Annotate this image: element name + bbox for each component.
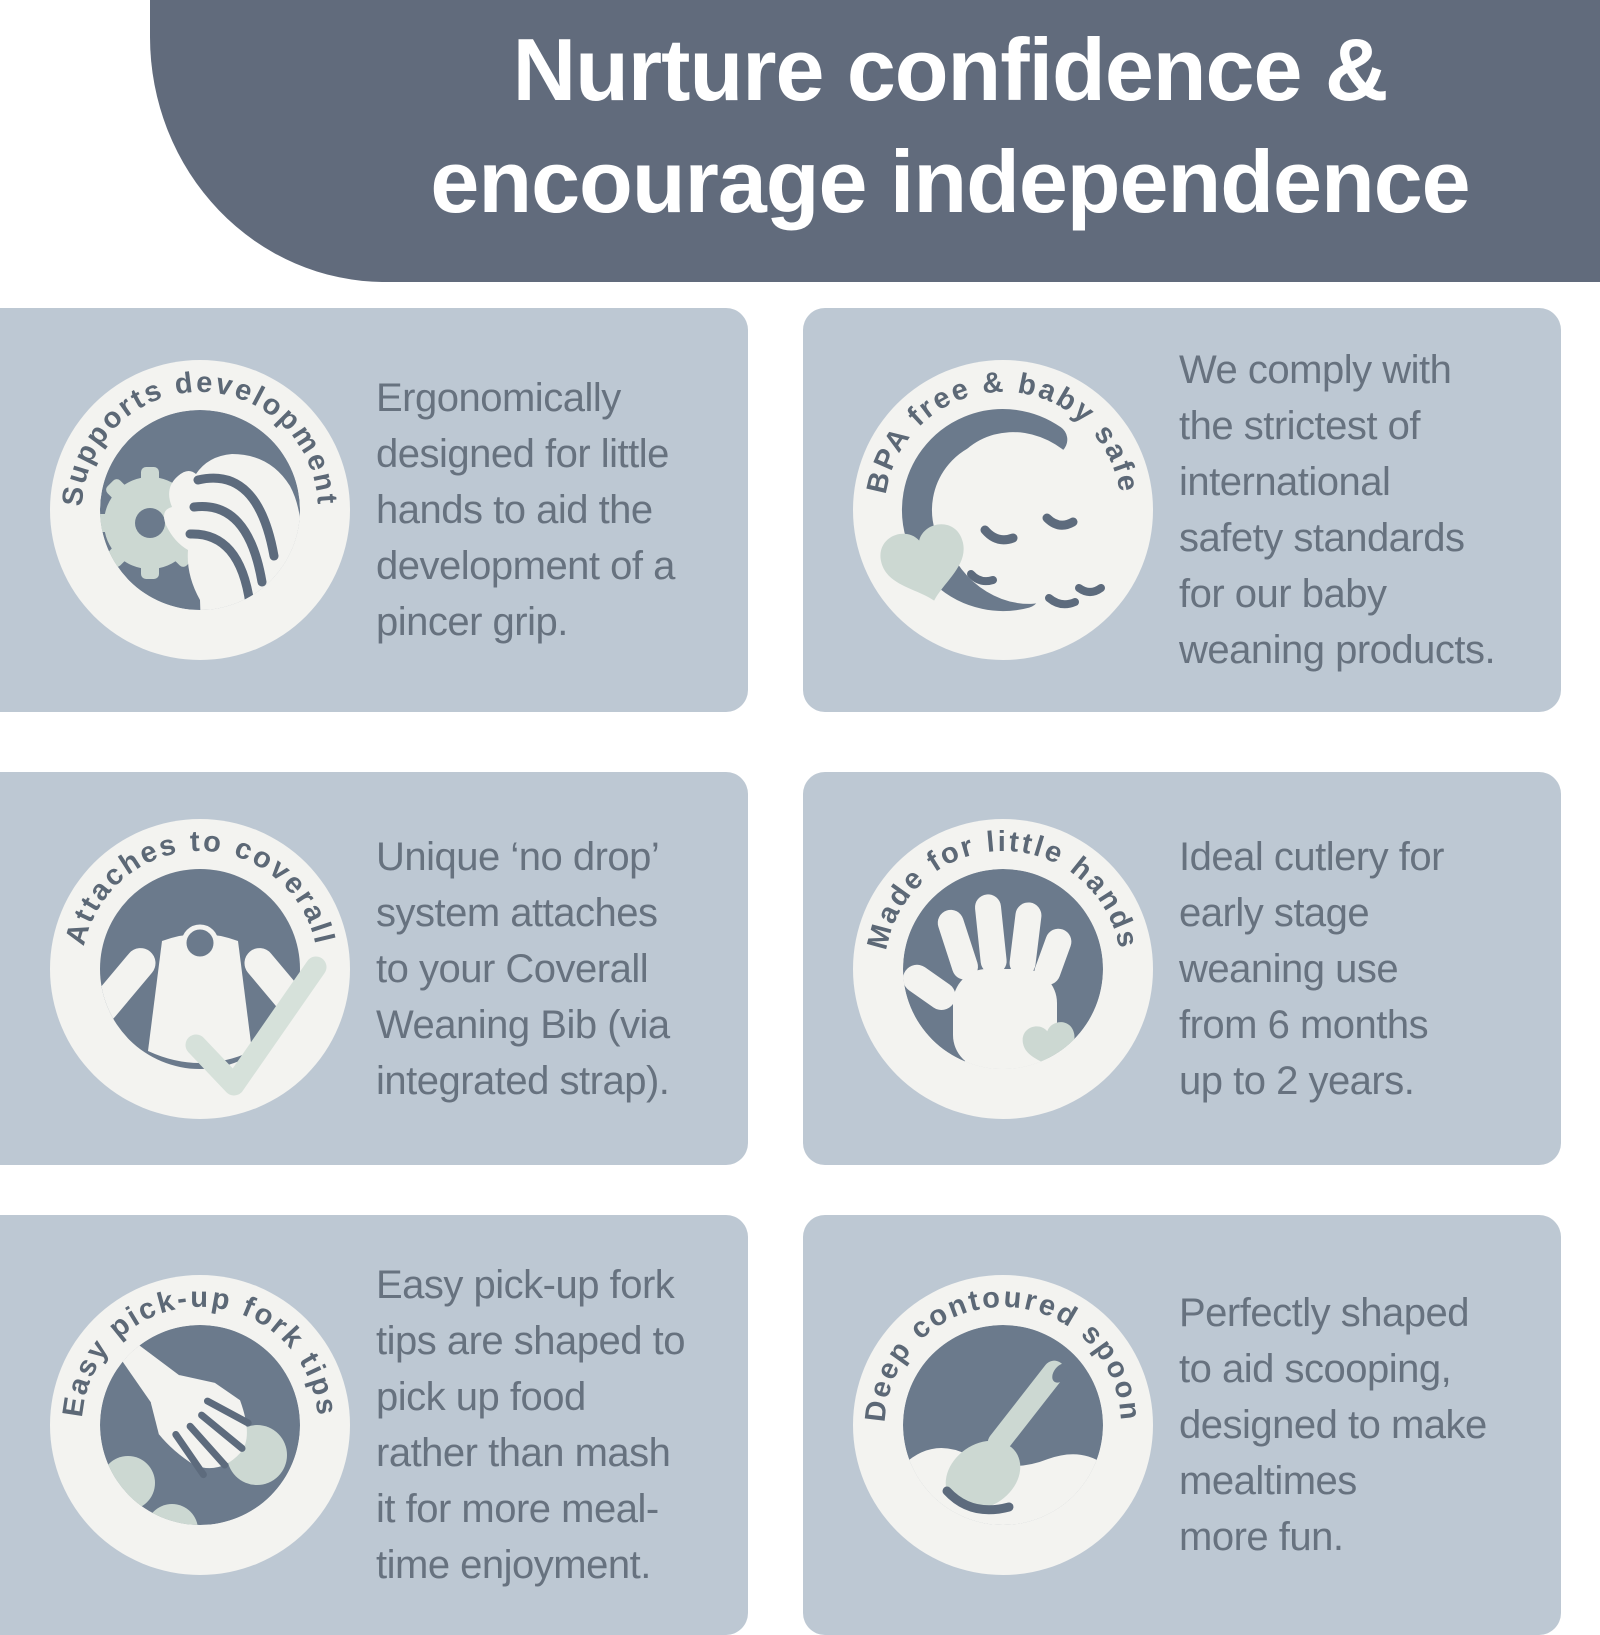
bpa-free-badge-graphic: BPA free & baby safe bbox=[853, 360, 1153, 660]
card-text: Easy pick-up fork tips are shaped to pic… bbox=[376, 1263, 686, 1587]
open-hand-icon bbox=[903, 893, 1072, 1069]
contoured-spoon-badge: Deep contoured spoon bbox=[853, 1275, 1153, 1575]
supports-development-badge: Supports development bbox=[50, 360, 350, 660]
card-text: Ergonomically designed for little hands … bbox=[376, 376, 675, 644]
page-title-line1: Nurture confidence & bbox=[512, 20, 1389, 119]
card-text: We comply with the strictest of internat… bbox=[1179, 348, 1496, 672]
card-text: Ideal cutlery for early stage weaning us… bbox=[1179, 834, 1444, 1103]
heart-icon bbox=[880, 524, 964, 601]
attaches-coverall-badge: Attaches to coverall bbox=[50, 818, 350, 1119]
little-hands-badge-graphic: Made for little hands bbox=[853, 818, 1153, 1119]
little-hands-badge: Made for little hands bbox=[853, 818, 1153, 1119]
gear-hand-icon bbox=[100, 410, 300, 610]
card-text: Perfectly shaped to aid scooping, design… bbox=[1179, 1291, 1487, 1559]
attaches-coverall-badge-graphic: Attaches to coverall bbox=[50, 818, 350, 1119]
fork-tips-badge: Easy pick-up fork tips bbox=[50, 1275, 350, 1575]
coverall-bib-icon bbox=[100, 868, 327, 1095]
baby-face-icon bbox=[880, 409, 1105, 612]
page-title: Nurture confidence & encourage independe… bbox=[340, 14, 1560, 238]
checkmark-icon bbox=[185, 956, 327, 1095]
header-banner: Nurture confidence & encourage independe… bbox=[150, 0, 1600, 282]
feature-card-little-hands: Made for little hands Ideal cutlery for … bbox=[803, 772, 1561, 1165]
feature-card-attaches-coverall: Attaches to coverall Unique ‘no drop’ sy… bbox=[0, 772, 748, 1165]
card-text: Unique ‘no drop’ system attaches to your… bbox=[376, 834, 670, 1103]
spoon-icon bbox=[942, 1360, 1070, 1515]
feature-card-bpa-free: BPA free & baby safe We comply with the … bbox=[803, 308, 1561, 712]
feature-card-fork-tips: Easy pick-up fork tips Easy pick-up fork… bbox=[0, 1215, 748, 1635]
supports-development-badge-graphic: Supports development bbox=[50, 360, 350, 660]
contoured-spoon-badge-graphic: Deep contoured spoon bbox=[853, 1275, 1153, 1575]
spoon-scoop-icon bbox=[903, 1325, 1103, 1525]
hand-heart-icon bbox=[903, 868, 1103, 1069]
page-title-line2: encourage independence bbox=[430, 132, 1470, 231]
feature-card-contoured-spoon: Deep contoured spoon Perfectly shaped to… bbox=[803, 1215, 1561, 1635]
bpa-free-badge: BPA free & baby safe bbox=[853, 360, 1153, 660]
feature-card-supports-development: Supports development Ergonomically desig… bbox=[0, 308, 748, 712]
fork-tips-badge-graphic: Easy pick-up fork tips bbox=[50, 1275, 350, 1575]
